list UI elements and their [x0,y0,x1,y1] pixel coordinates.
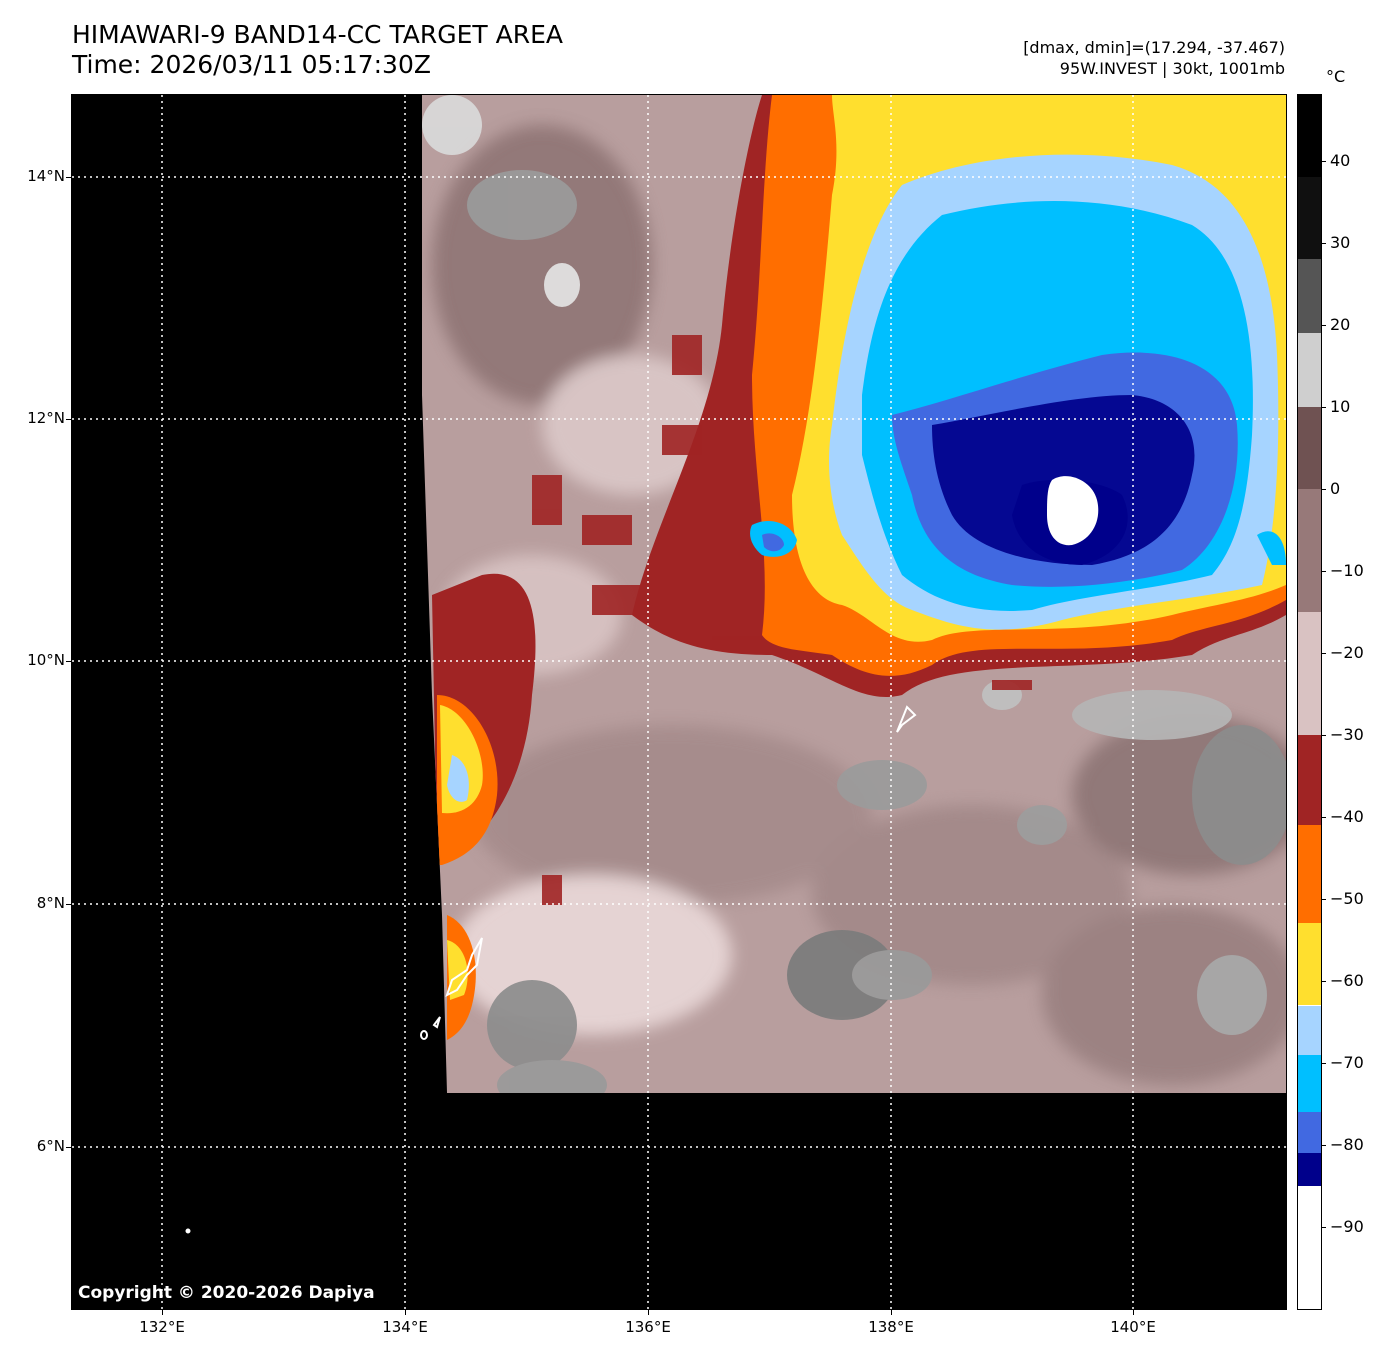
storm-info: 95W.INVEST | 30kt, 1001mb [1059,59,1285,78]
colorbar-tick-label: 20 [1330,314,1351,334]
lat-label-8n: 8°N [36,894,65,912]
colorbar-tick-label: −40 [1330,806,1364,826]
colorbar-band [1298,488,1321,612]
colorbar-tick-label: −20 [1330,642,1364,662]
lat-tick [66,1147,72,1148]
colorbar-unit: °C [1326,67,1346,86]
colorbar [1298,95,1321,1309]
colorbar-band [1298,332,1321,407]
colorbar-band [1298,1185,1321,1309]
colorbar-tick [1321,160,1326,162]
colorbar-tick [1321,324,1326,326]
colorbar-tick [1321,1062,1326,1064]
colorbar-band [1298,1054,1321,1113]
lat-tick [66,904,72,905]
lon-label-134e: 134°E [382,1318,428,1336]
colorbar-tick-label: 0 [1330,478,1341,498]
lon-label-140e: 140°E [1110,1318,1156,1336]
colorbar-tick-label: −10 [1330,560,1364,580]
timestamp: Time: 2026/03/11 05:17:30Z [72,50,431,79]
lat-tick [66,419,72,420]
colorbar-tick-label: −60 [1330,970,1364,990]
colorbar-tick [1321,1144,1326,1146]
lon-label-138e: 138°E [868,1318,914,1336]
colorbar-tick [1321,734,1326,736]
lat-label-6n: 6°N [36,1137,65,1155]
lon-tick [891,1309,892,1315]
colorbar-band [1298,825,1321,924]
colorbar-tick [1321,980,1326,982]
lat-tick [66,661,72,662]
colorbar-band [1298,177,1321,260]
lon-tick [405,1309,406,1315]
lon-tick [1133,1309,1134,1315]
colorbar-band [1298,95,1321,178]
scattered-convection [532,335,1032,905]
low-warm-clouds [422,95,1286,1093]
colorbar-tick [1321,652,1326,654]
colorbar-tick [1321,570,1326,572]
coastlines [185,705,917,1234]
satellite-imagery [72,95,1286,1309]
colorbar-band [1298,1112,1321,1154]
colorbar-tick-label: −50 [1330,888,1364,908]
colorbar-band [1298,1153,1321,1186]
lat-label-12n: 12°N [27,409,65,427]
colorbar-band [1298,406,1321,489]
chart-title: HIMAWARI-9 BAND14-CC TARGET AREA [72,20,564,49]
colorbar-tick-label: −90 [1330,1216,1364,1236]
colorbar-tick [1321,488,1326,490]
lat-label-10n: 10°N [27,651,65,669]
lat-tick [66,177,72,178]
colorbar-tick-label: 10 [1330,396,1351,416]
colorbar-band [1298,259,1321,333]
colorbar-band [1298,923,1321,1006]
colorbar-tick-label: −70 [1330,1052,1364,1072]
colorbar-tick-label: 30 [1330,232,1351,252]
colorbar-tick-label: −30 [1330,724,1364,744]
lon-label-132e: 132°E [139,1318,185,1336]
copyright: Copyright © 2020-2026 Dapiya [78,1283,375,1303]
colorbar-tick [1321,898,1326,900]
colorbar-band [1298,1005,1321,1055]
lon-label-136e: 136°E [625,1318,671,1336]
colorbar-band [1298,734,1321,826]
colorbar-tick-label: −80 [1330,1134,1364,1154]
colorbar-tick [1321,406,1326,408]
colorbar-tick [1321,242,1326,244]
lat-label-14n: 14°N [27,167,65,185]
colorbar-tick-label: 40 [1330,150,1351,170]
data-range: [dmax, dmin]=(17.294, -37.467) [1023,38,1285,57]
satellite-map: Copyright © 2020-2026 Dapiya [72,95,1286,1309]
colorbar-tick [1321,1226,1326,1228]
colorbar-band [1298,611,1321,735]
graticule [72,95,1286,1309]
lon-tick [648,1309,649,1315]
colorbar-tick [1321,816,1326,818]
storm-shield [432,95,1286,1040]
lon-tick [162,1309,163,1315]
